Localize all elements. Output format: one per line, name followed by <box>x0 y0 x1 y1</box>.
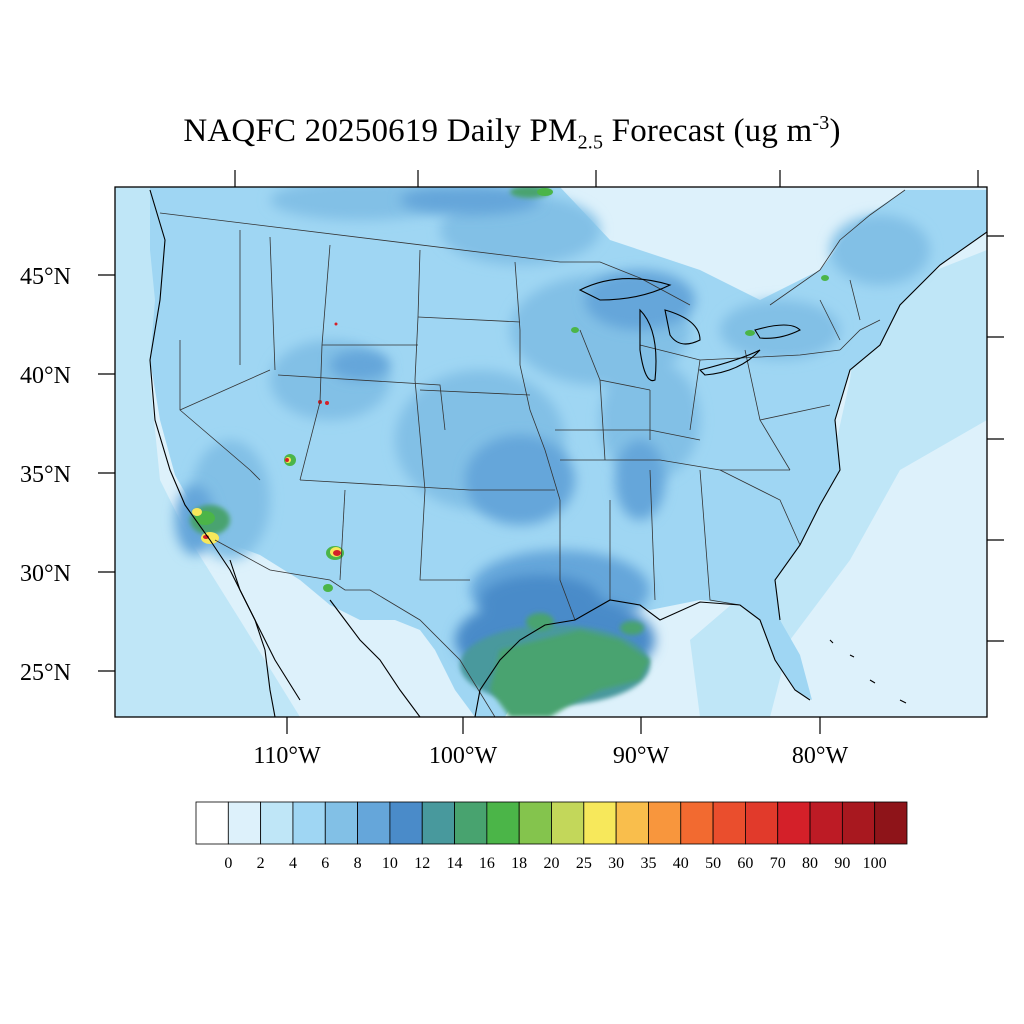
colorbar-labels: 0 2 4 6 8 10 12 14 16 18 20 25 30 35 40 50 60 70 80 90 100 <box>224 855 886 872</box>
colorbar-level-label: 2 <box>257 855 265 872</box>
colorbar-level-label: 12 <box>414 855 430 872</box>
colorbar-swatch <box>292 801 326 845</box>
colorbar-swatch <box>745 801 779 845</box>
colorbar-swatch <box>648 801 682 845</box>
colorbar-level-label: 16 <box>479 855 495 872</box>
concentration-field <box>115 187 987 717</box>
colorbar-level-label: 35 <box>640 855 656 872</box>
colorbar-level-label: 25 <box>576 855 592 872</box>
colorbar-level-label: 80 <box>802 855 818 872</box>
lat-label: 45°N <box>20 264 71 290</box>
colorbar-level-label: 20 <box>544 855 560 872</box>
title-superscript: -3 <box>812 112 830 134</box>
lat-label: 30°N <box>20 561 71 587</box>
colorbar-swatch <box>841 801 876 845</box>
colorbar-level-label: 8 <box>354 855 362 872</box>
colorbar-swatch <box>583 801 617 845</box>
colorbar-level-label: 70 <box>770 855 786 872</box>
lat-label: 40°N <box>20 363 71 389</box>
lon-label: 110°W <box>253 743 321 769</box>
title-text: NAQFC 20250619 Daily PM <box>183 113 578 149</box>
title-text-mid: Forecast (ug m <box>603 113 813 149</box>
colorbar-level-label: 60 <box>737 855 753 872</box>
longitude-labels: 110°W 100°W 90°W 80°W <box>253 743 848 769</box>
colorbar-swatch <box>712 801 746 845</box>
colorbar-level-label: 4 <box>289 855 297 872</box>
lon-label: 90°W <box>613 743 670 769</box>
colorbar-swatch <box>680 801 714 845</box>
lon-label: 100°W <box>429 743 498 769</box>
latitude-labels: 45°N 40°N 35°N 30°N 25°N <box>20 264 71 686</box>
colorbar-level-label: 30 <box>608 855 624 872</box>
pacific-band <box>115 187 300 717</box>
colorbar-swatch <box>551 801 585 845</box>
colorbar-level-label: 6 <box>321 855 329 872</box>
colorbar-swatch <box>389 801 423 845</box>
title-subscript: 2.5 <box>577 131 604 154</box>
colorbar-swatch <box>195 801 229 845</box>
colorbar-swatch <box>874 801 908 845</box>
bottom-ticks <box>286 717 821 734</box>
colorbar-level-label: 0 <box>224 855 232 872</box>
colorbar-swatch <box>486 801 520 845</box>
yellow-patches <box>192 457 342 557</box>
colorbar-swatch <box>357 801 391 845</box>
title-text-end: ) <box>829 113 841 149</box>
colorbar-level-label: 90 <box>834 855 850 872</box>
lat-label: 35°N <box>20 462 71 488</box>
colorbar-level-label: 10 <box>382 855 398 872</box>
top-ticks <box>234 170 979 187</box>
colorbar-swatch <box>615 801 649 845</box>
map-frame <box>114 186 988 718</box>
right-ticks <box>987 235 1004 642</box>
colorbar-swatch <box>518 801 552 845</box>
colorbar-swatch <box>777 801 811 845</box>
colorbar-level-label: 50 <box>705 855 721 872</box>
colorbar-swatch <box>227 801 262 845</box>
lat-label: 25°N <box>20 660 71 686</box>
colorbar-swatch <box>260 801 294 845</box>
colorbar-level-label: 100 <box>863 855 887 872</box>
colorbar-swatch <box>809 801 843 845</box>
map-title: NAQFC 20250619 Daily PM2.5 Forecast (ug … <box>0 112 1024 155</box>
left-ticks <box>98 274 115 672</box>
political-borders <box>159 189 906 717</box>
lon-label: 80°W <box>792 743 849 769</box>
colorbar-level-label: 40 <box>673 855 689 872</box>
coastlines <box>149 189 987 717</box>
colorbar-level-label: 14 <box>447 855 463 872</box>
colorbar-level-label: 18 <box>511 855 527 872</box>
colorbar-swatch <box>454 801 488 845</box>
colorbar-swatch <box>421 801 455 845</box>
colorbar-swatch <box>324 801 358 845</box>
colorbar <box>195 801 908 845</box>
